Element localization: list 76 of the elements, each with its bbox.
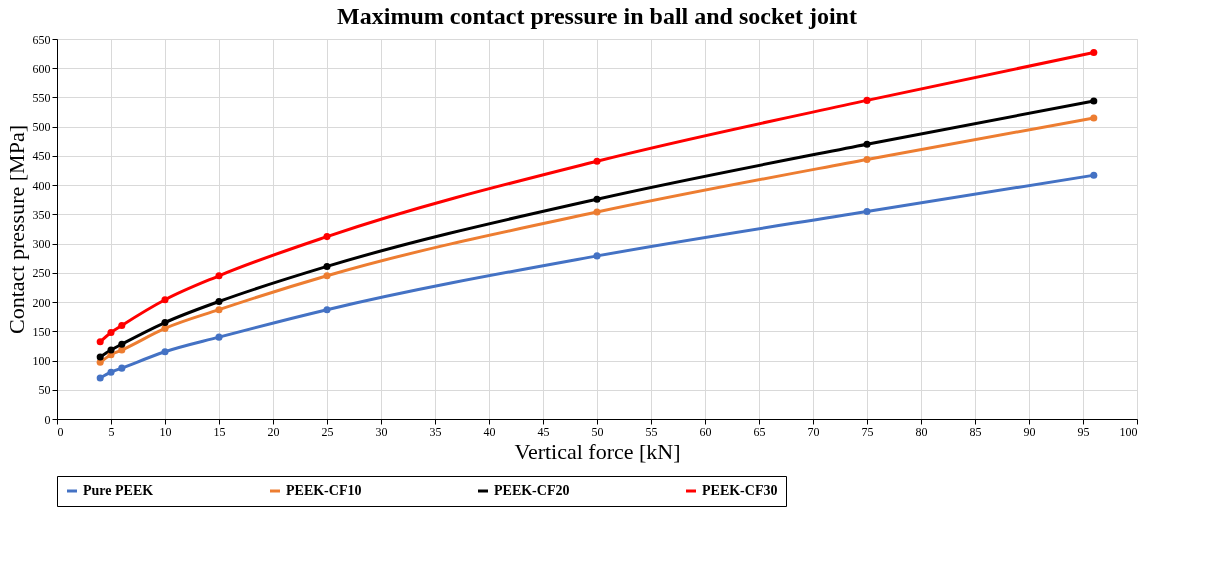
point	[863, 207, 871, 215]
y-tick-label: 0	[44, 412, 51, 427]
point	[96, 353, 104, 361]
point	[593, 195, 601, 203]
point	[1090, 171, 1098, 179]
x-tick-label: 20	[267, 424, 280, 439]
x-tick-label: 35	[429, 424, 442, 439]
point	[161, 348, 169, 356]
point	[593, 208, 601, 216]
y-tick-label: 650	[32, 32, 51, 47]
x-tick-label: 85	[969, 424, 982, 439]
y-tick-label: 550	[32, 90, 51, 105]
y-tick-label: 400	[32, 178, 51, 193]
point	[863, 155, 871, 163]
x-tick-label: 90	[1023, 424, 1036, 439]
point	[323, 306, 331, 314]
x-tick-label: 60	[699, 424, 712, 439]
point	[863, 140, 871, 148]
x-tick-label: 30	[375, 424, 388, 439]
x-tick-label: 70	[807, 424, 820, 439]
x-tick-label: 55	[645, 424, 658, 439]
x-axis-title: Vertical force [kN]	[514, 438, 681, 464]
y-tick-label: 250	[32, 266, 51, 281]
point	[1090, 48, 1098, 56]
point	[96, 338, 104, 346]
point	[863, 96, 871, 104]
x-tick-label: 25	[321, 424, 334, 439]
point	[1090, 97, 1098, 105]
x-tick-label: 45	[537, 424, 550, 439]
point	[215, 297, 223, 306]
point	[593, 157, 601, 165]
point	[161, 324, 169, 332]
x-tick-label: 0	[57, 424, 64, 439]
point	[215, 306, 223, 314]
y-tick-label: 500	[32, 120, 51, 135]
x-tick-label: 10	[159, 424, 172, 439]
point	[215, 333, 223, 341]
y-tick-label: 100	[32, 354, 51, 369]
point	[107, 328, 115, 337]
x-tick-label: 80	[915, 424, 928, 439]
x-tick-label: 15	[213, 424, 226, 439]
x-tick-label: 50	[591, 424, 604, 439]
y-axis-title: Contact pressure [MPa]	[3, 125, 29, 334]
y-tick-label: 300	[32, 237, 51, 252]
y-tick-label: 450	[32, 149, 51, 164]
chart-title: Maximum contact pressure in ball and socket joint	[337, 3, 857, 29]
point	[323, 262, 331, 270]
point	[161, 319, 169, 327]
y-tick-label: 350	[32, 207, 51, 222]
x-tick-label: 5	[108, 424, 115, 439]
point	[323, 233, 331, 241]
point	[107, 368, 115, 376]
point	[118, 321, 126, 329]
legend-label: PEEK-CF20	[494, 483, 570, 498]
y-tick-label: 200	[32, 295, 51, 310]
legend-label: Pure PEEK	[83, 483, 154, 498]
x-tick-label: 100	[1119, 424, 1138, 439]
x-tick-label: 65	[753, 424, 766, 439]
point	[107, 346, 115, 354]
point	[593, 252, 601, 260]
y-tick-label: 600	[32, 61, 51, 76]
x-tick-label: 75	[861, 424, 874, 439]
point	[215, 272, 223, 280]
point	[96, 374, 104, 382]
point	[323, 272, 331, 280]
point	[96, 358, 104, 366]
legend-label: PEEK-CF30	[702, 483, 778, 498]
y-tick-label: 150	[32, 324, 51, 339]
y-tick-label: 50	[38, 383, 51, 398]
point	[118, 340, 126, 348]
legend-label: PEEK-CF10	[286, 483, 362, 498]
point	[1090, 114, 1098, 122]
x-tick-label: 40	[483, 424, 496, 439]
x-tick-label: 95	[1077, 424, 1090, 439]
point	[118, 364, 126, 372]
point	[161, 296, 169, 304]
